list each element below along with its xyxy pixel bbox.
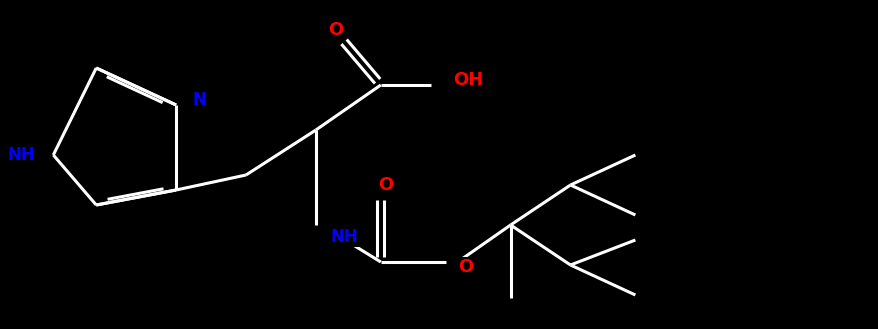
Text: O: O (327, 21, 343, 39)
Text: N: N (192, 91, 205, 109)
Text: NH: NH (330, 228, 358, 246)
Text: O: O (457, 258, 472, 276)
Text: OH: OH (452, 71, 482, 89)
Text: NH: NH (8, 146, 35, 164)
Text: O: O (378, 176, 393, 194)
